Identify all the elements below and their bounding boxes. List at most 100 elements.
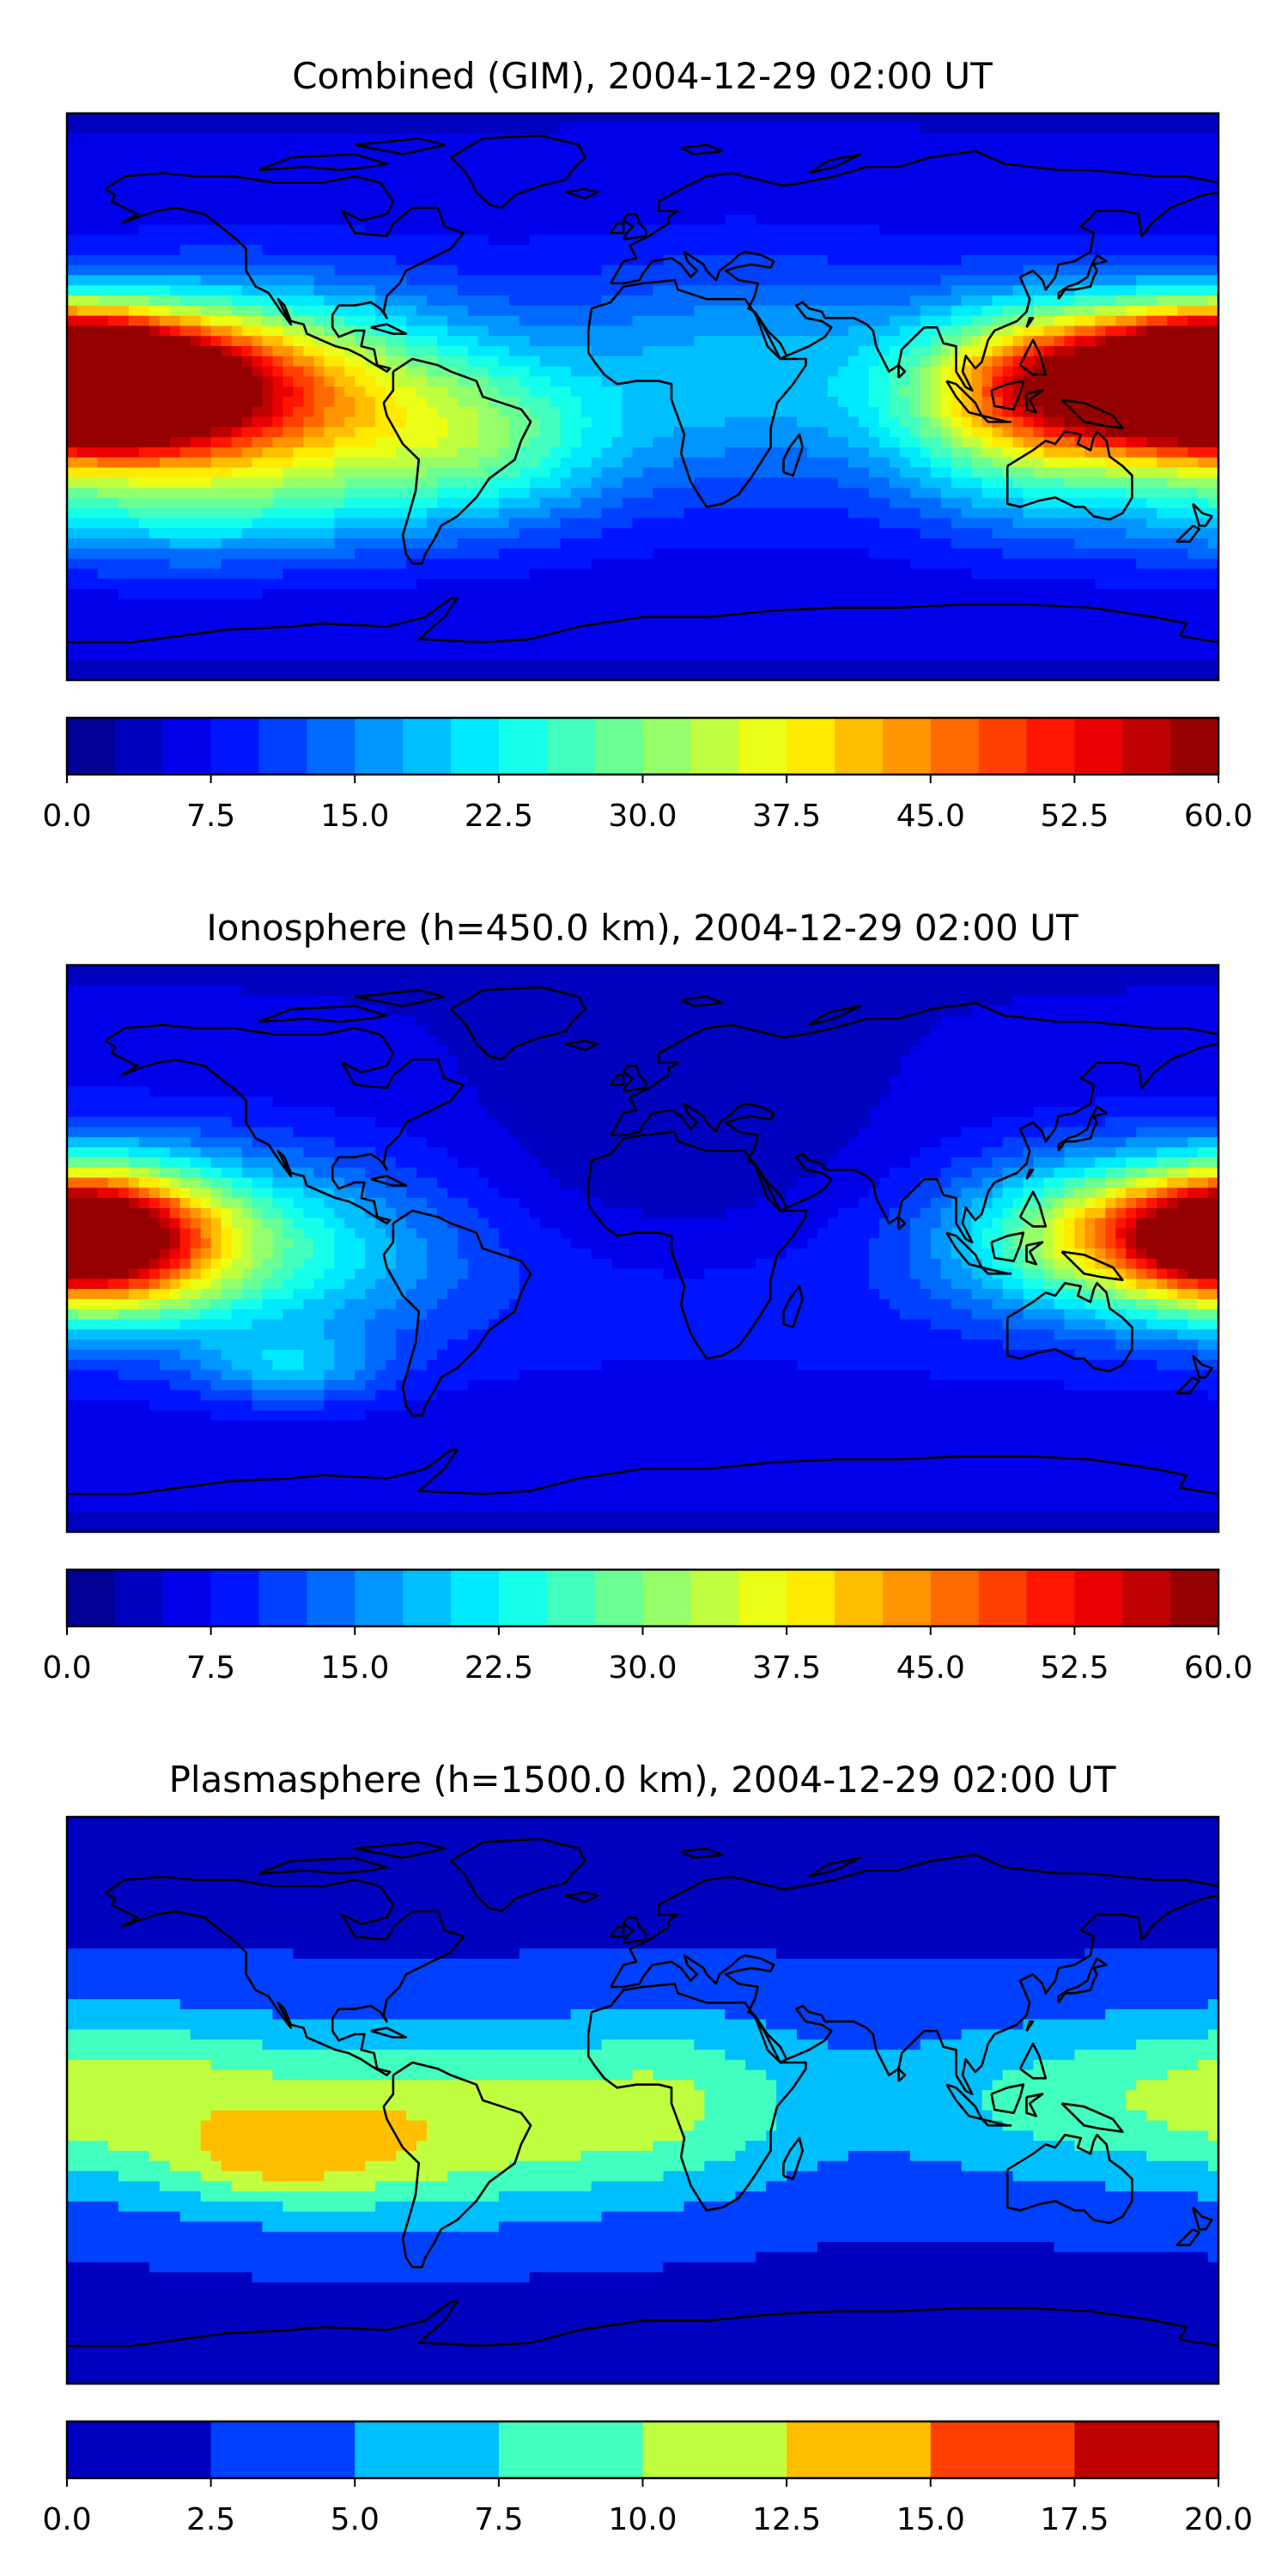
tec-cell — [169, 113, 181, 125]
tec-cell — [961, 447, 973, 459]
tec-cell — [899, 447, 911, 459]
tec-cell — [1064, 488, 1075, 499]
tec-cell — [776, 224, 787, 236]
tec-cell — [971, 386, 983, 398]
tec-cell — [1012, 133, 1024, 144]
tec-cell — [272, 497, 284, 509]
tec-cell — [437, 497, 448, 509]
tec-cell — [1208, 518, 1218, 529]
tec-cell — [179, 558, 191, 569]
tec-cell — [837, 204, 849, 216]
tec-cell — [386, 346, 397, 357]
tec-cell — [848, 427, 860, 438]
tec-cell — [570, 275, 582, 286]
tec-cell — [262, 477, 274, 489]
tec-cell — [714, 467, 726, 478]
tec-cell — [427, 497, 438, 509]
tec-cell — [1208, 497, 1218, 509]
tec-cell — [1064, 355, 1075, 368]
tec-cell — [611, 558, 623, 569]
tec-cell — [992, 133, 1004, 144]
tec-cell — [67, 163, 78, 175]
tec-cell — [1157, 154, 1168, 165]
tec-cell — [231, 538, 243, 550]
tec-cell — [190, 467, 202, 478]
tec-cell — [365, 457, 376, 469]
tec-cell — [159, 437, 171, 448]
tec-cell — [807, 184, 818, 195]
tec-cell — [457, 416, 469, 428]
tec-cell — [1208, 123, 1218, 135]
tec-cell — [899, 548, 911, 560]
tec-cell — [1095, 518, 1106, 529]
tec-cell — [1146, 336, 1157, 347]
tec-cell — [992, 346, 1004, 357]
tec-cell — [673, 245, 684, 256]
tec-cell — [375, 427, 386, 438]
tec-cell — [1105, 528, 1116, 539]
tec-cell — [488, 245, 500, 256]
tec-cell — [498, 275, 510, 286]
tec-cell — [878, 264, 890, 276]
tec-cell — [920, 518, 932, 529]
tec-cell — [1136, 154, 1147, 165]
tec-cell — [1084, 346, 1096, 357]
tec-cell — [704, 184, 715, 195]
tec-cell — [766, 325, 777, 337]
tec-cell — [508, 285, 520, 296]
tec-cell — [365, 518, 376, 529]
tec-cell — [714, 386, 726, 398]
tec-cell — [200, 234, 212, 246]
tec-cell — [67, 264, 78, 276]
tec-cell — [97, 427, 109, 438]
tec-cell — [1033, 224, 1045, 236]
tec-cell — [477, 264, 489, 276]
tec-cell — [1198, 163, 1209, 175]
tec-cell — [457, 548, 469, 560]
tec-cell — [1208, 264, 1218, 276]
tec-cell — [210, 245, 222, 256]
tec-cell — [1084, 143, 1096, 155]
tec-cell — [467, 497, 479, 509]
tec-cell — [179, 467, 191, 478]
tec-cell — [1136, 245, 1147, 256]
tec-cell — [1126, 386, 1137, 398]
tec-cell — [611, 366, 623, 378]
tec-cell — [262, 305, 274, 317]
tec-cell — [221, 366, 233, 378]
tec-cell — [87, 113, 99, 125]
tec-cell — [179, 386, 191, 398]
tec-cell — [334, 295, 345, 307]
tec-cell — [828, 366, 839, 378]
tec-cell — [1002, 528, 1014, 539]
tec-cell — [858, 204, 870, 216]
tec-cell — [396, 245, 407, 256]
tec-cell — [1167, 123, 1178, 135]
tec-cell — [807, 113, 818, 125]
tec-cell — [252, 376, 264, 387]
tec-cell — [1177, 488, 1188, 499]
tec-cell — [1177, 143, 1188, 155]
tec-cell — [1136, 325, 1147, 337]
tec-cell — [797, 194, 808, 205]
tec-cell — [149, 295, 161, 307]
tec-cell — [632, 163, 644, 175]
tec-cell — [334, 184, 345, 195]
tec-cell — [1115, 214, 1127, 226]
tec-cell — [437, 245, 448, 256]
tec-cell — [272, 315, 284, 327]
tec-cell — [1002, 457, 1014, 469]
tec-cell — [714, 133, 726, 144]
tec-cell — [550, 194, 562, 205]
tec-cell — [1002, 285, 1014, 296]
tec-cell — [858, 143, 870, 155]
tec-cell — [1146, 275, 1157, 286]
tec-cell — [776, 285, 787, 296]
tec-cell — [611, 497, 623, 509]
tec-cell — [303, 346, 314, 357]
tec-cell — [560, 386, 572, 398]
tec-cell — [776, 295, 787, 307]
tec-cell — [776, 113, 787, 125]
tec-cell — [375, 113, 386, 125]
tec-cell — [76, 346, 88, 357]
